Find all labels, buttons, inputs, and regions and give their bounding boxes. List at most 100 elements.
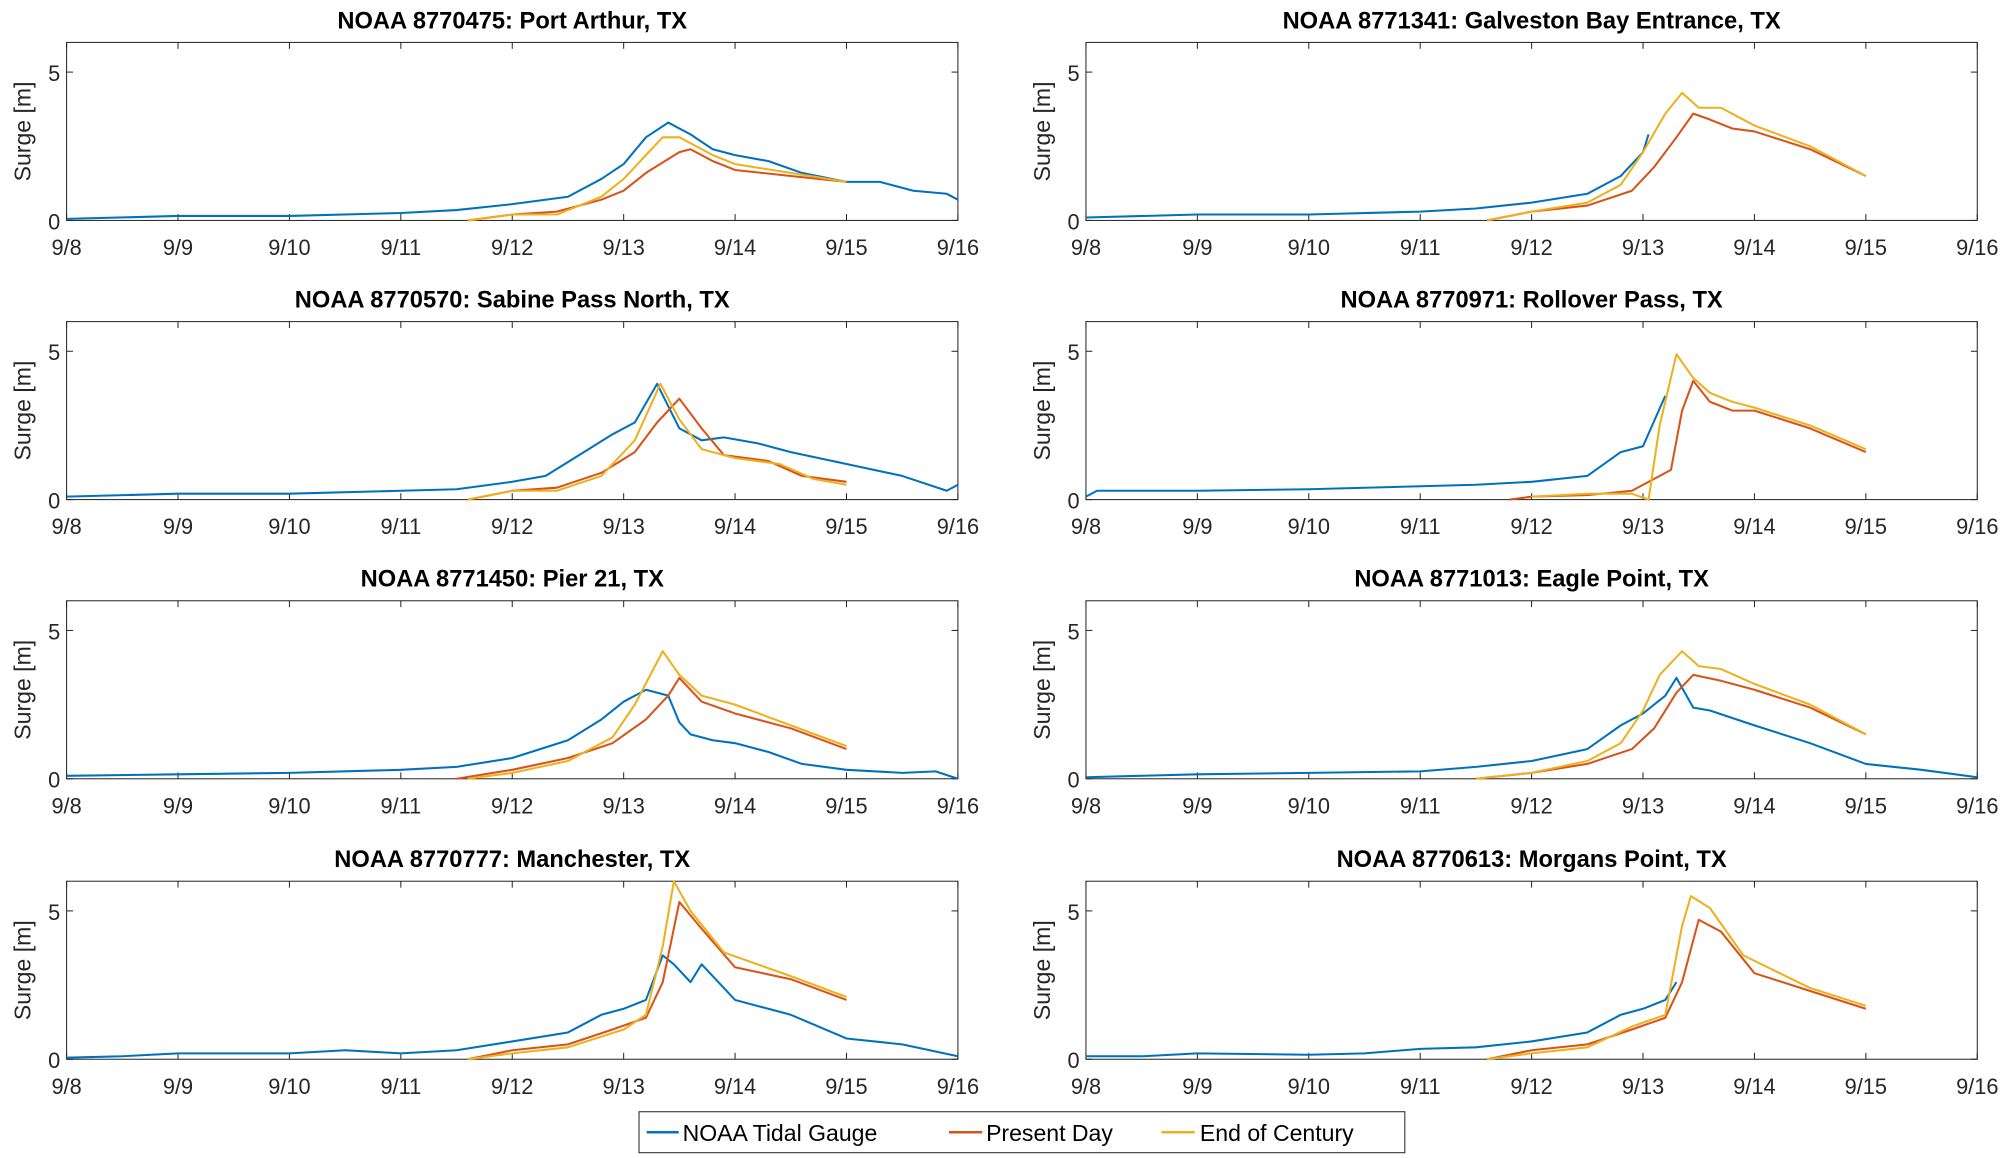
x-tick-label: 9/15 [1845,793,1887,818]
y-tick-label: 5 [1067,900,1079,925]
x-tick-label: 9/12 [491,793,533,818]
legend-box [638,1111,1406,1154]
chart-panel: NOAA 8771341: Galveston Bay Entrance, TX… [1029,8,1998,260]
series-line-noaa-tidal-gauge [66,382,959,498]
plot-area [66,600,959,780]
x-tick-label: 9/13 [1622,235,1664,260]
legend: NOAA Tidal Gauge Present Day End of Cent… [638,1111,1406,1154]
chart-title: NOAA 8770613: Morgans Point, TX [1337,847,1727,873]
y-axis-label: Surge [m] [10,361,36,461]
plot-area [66,321,959,501]
x-tick-label: 9/9 [163,514,193,539]
series-line-noaa-tidal-gauge [1085,395,1667,498]
series-line-noaa-tidal-gauge [66,121,959,220]
x-tick-label: 9/11 [1400,1074,1441,1099]
x-tick-label: 9/10 [268,1074,310,1099]
x-tick-label: 9/9 [1182,514,1212,539]
x-tick-label: 9/10 [268,235,310,260]
x-tick-label: 9/15 [825,514,867,539]
y-axis-label: Surge [m] [1029,361,1055,461]
x-tick-label: 9/8 [1071,514,1101,539]
chart-title: NOAA 8770777: Manchester, TX [334,847,690,873]
chart-panel: NOAA 8770475: Port Arthur, TX 9/8 9/9 9/10 9… [10,8,979,260]
y-axis-label: Surge [m] [10,640,36,740]
x-tick-label: 9/11 [380,235,421,260]
x-tick-label: 9/9 [163,793,193,818]
x-tick-label: 9/15 [1845,235,1887,260]
x-tick-label: 9/16 [937,793,979,818]
x-tick-label: 9/14 [1733,235,1775,260]
series-line-end-of-century [1486,91,1867,222]
y-tick-label: 0 [48,768,60,793]
legend-label-present: Present Day [986,1120,1113,1146]
x-tick-label: 9/14 [1733,514,1775,539]
x-tick-label: 9/13 [602,1074,644,1099]
y-tick-label: 5 [48,900,60,925]
y-axis-label: Surge [m] [10,920,36,1020]
x-tick-label: 9/9 [1182,235,1212,260]
x-tick-label: 9/9 [1182,1074,1212,1099]
series-line-noaa-tidal-gauge [66,954,959,1059]
x-tick-label: 9/12 [1510,235,1552,260]
x-tick-label: 9/15 [825,793,867,818]
chart-panel: NOAA 8771013: Eagle Point, TX 9/8 9/9 9/10 9… [1029,567,1998,819]
x-tick-label: 9/14 [714,235,756,260]
x-tick-label: 9/13 [602,793,644,818]
x-tick-label: 9/15 [1845,514,1887,539]
y-tick-label: 0 [48,209,60,234]
x-tick-label: 9/13 [602,514,644,539]
y-axis-label: Surge [m] [1029,81,1055,181]
plot-area [1085,600,1978,780]
legend-label-noaa: NOAA Tidal Gauge [683,1120,878,1146]
chart-title: NOAA 8771013: Eagle Point, TX [1354,567,1709,593]
x-tick-label: 9/15 [825,235,867,260]
panels: NOAA 8770475: Port Arthur, TX 9/8 9/9 9/10 9… [10,8,1999,1098]
chart-panel: NOAA 8770570: Sabine Pass North, TX 9/8 9/… [10,288,979,540]
x-tick-label: 9/10 [268,514,310,539]
x-tick-label: 9/8 [51,235,81,260]
x-tick-label: 9/13 [602,235,644,260]
x-tick-label: 9/12 [1510,793,1552,818]
series-line-end-of-century [467,136,847,222]
y-tick-label: 0 [1067,489,1079,514]
x-tick-label: 9/14 [714,793,756,818]
y-tick-label: 0 [1067,768,1079,793]
x-tick-label: 9/16 [937,1074,979,1099]
y-axis-label: Surge [m] [1029,640,1055,740]
x-tick-label: 9/12 [491,514,533,539]
x-tick-label: 9/8 [1071,235,1101,260]
x-tick-label: 9/11 [380,514,421,539]
y-tick-label: 0 [48,1048,60,1073]
y-tick-label: 0 [1067,209,1079,234]
series-line-end-of-century [1486,895,1867,1061]
x-tick-label: 9/11 [380,1074,421,1099]
series-line-present-day [467,148,847,222]
y-tick-label: 0 [1067,1048,1079,1073]
series-line-end-of-century [467,382,847,501]
chart-title: NOAA 8771341: Galveston Bay Entrance, TX [1283,8,1781,34]
x-tick-label: 9/8 [1071,793,1101,818]
chart-title: NOAA 8770570: Sabine Pass North, TX [295,288,730,314]
plot-area [66,41,959,221]
x-tick-label: 9/8 [51,793,81,818]
chart-title: NOAA 8770475: Port Arthur, TX [337,8,687,34]
series-line-end-of-century [467,650,847,780]
x-tick-label: 9/13 [1622,1074,1664,1099]
chart-panel: NOAA 8770613: Morgans Point, TX 9/8 9/9 9/1… [1029,847,1998,1099]
x-tick-label: 9/8 [1071,1074,1101,1099]
x-tick-label: 9/14 [1733,793,1775,818]
series-line-end-of-century [1475,650,1867,780]
x-tick-label: 9/10 [1288,514,1330,539]
legend-label-eoc: End of Century [1200,1120,1354,1146]
x-tick-label: 9/16 [1956,793,1998,818]
x-tick-label: 9/15 [825,1074,867,1099]
x-tick-label: 9/14 [714,514,756,539]
x-tick-label: 9/12 [491,235,533,260]
plot-area [1085,880,1978,1060]
x-tick-label: 9/16 [1956,514,1998,539]
chart-title: NOAA 8770971: Rollover Pass, TX [1340,288,1722,314]
x-tick-label: 9/10 [1288,793,1330,818]
y-tick-label: 5 [1067,61,1079,86]
series-line-noaa-tidal-gauge [1085,676,1978,779]
x-tick-label: 9/10 [1288,1074,1330,1099]
